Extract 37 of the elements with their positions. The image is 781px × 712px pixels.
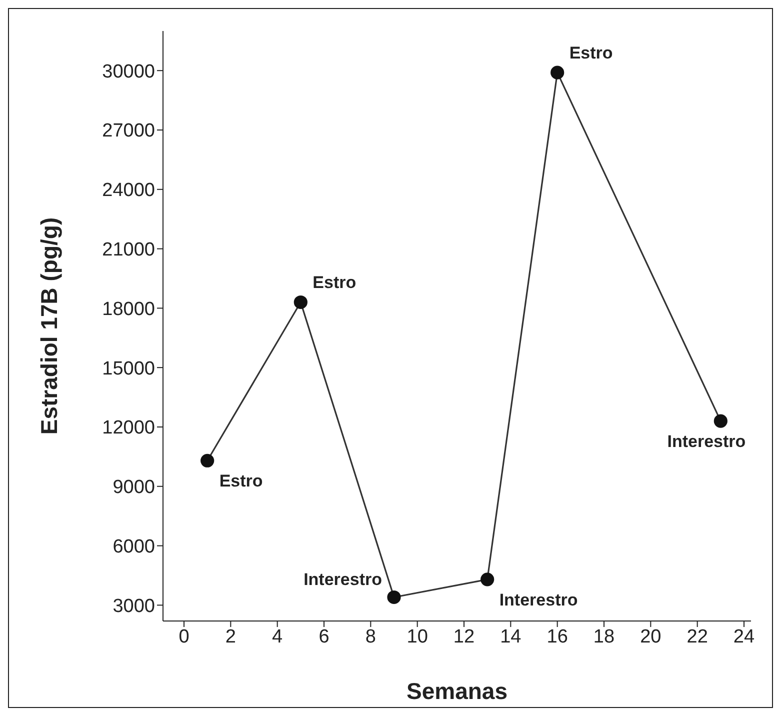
x-tick-label: 0 <box>178 626 190 648</box>
annotation: Estro <box>312 273 356 292</box>
point <box>294 295 308 310</box>
x-axis-title: Semanas <box>406 678 508 704</box>
annotation: Interestro <box>304 570 382 590</box>
y-tick-label: 21000 <box>102 240 155 261</box>
y-tick-label: 15000 <box>102 358 155 380</box>
point <box>387 590 401 604</box>
x-tick-label: 14 <box>500 626 522 648</box>
x-tick-label: 18 <box>593 626 615 648</box>
point <box>550 66 564 80</box>
y-tick-label: 6000 <box>112 536 155 558</box>
y-axis-title: Estradiol 17B (pg/g) <box>36 217 62 435</box>
annotation: Interestro <box>499 590 578 610</box>
annotation: Estro <box>219 472 263 491</box>
x-tick-label: 6 <box>318 626 330 648</box>
y-tick-label: 9000 <box>112 477 155 498</box>
y-tick-label: 18000 <box>102 298 155 320</box>
annotation: Estro <box>569 44 613 63</box>
x-tick-label: 16 <box>546 626 568 648</box>
y-tick-label: 24000 <box>102 180 155 202</box>
x-tick-label: 22 <box>686 626 708 648</box>
y-tick-label: 27000 <box>102 120 155 142</box>
x-tick-label: 20 <box>640 626 662 648</box>
x-tick-label: 24 <box>733 626 755 648</box>
x-tick-label: 8 <box>365 626 376 648</box>
x-tick-label: 4 <box>272 626 284 648</box>
x-tick-label: 2 <box>225 626 236 648</box>
x-tick-label: 10 <box>406 626 428 648</box>
y-tick-label: 3000 <box>112 596 155 617</box>
point <box>480 572 494 586</box>
point <box>200 454 214 468</box>
y-tick-label: 12000 <box>102 418 155 439</box>
y-tick-label: 30000 <box>102 61 155 82</box>
annotation: Interestro <box>667 432 746 452</box>
x-tick-label: 12 <box>453 626 475 648</box>
point <box>714 414 728 428</box>
